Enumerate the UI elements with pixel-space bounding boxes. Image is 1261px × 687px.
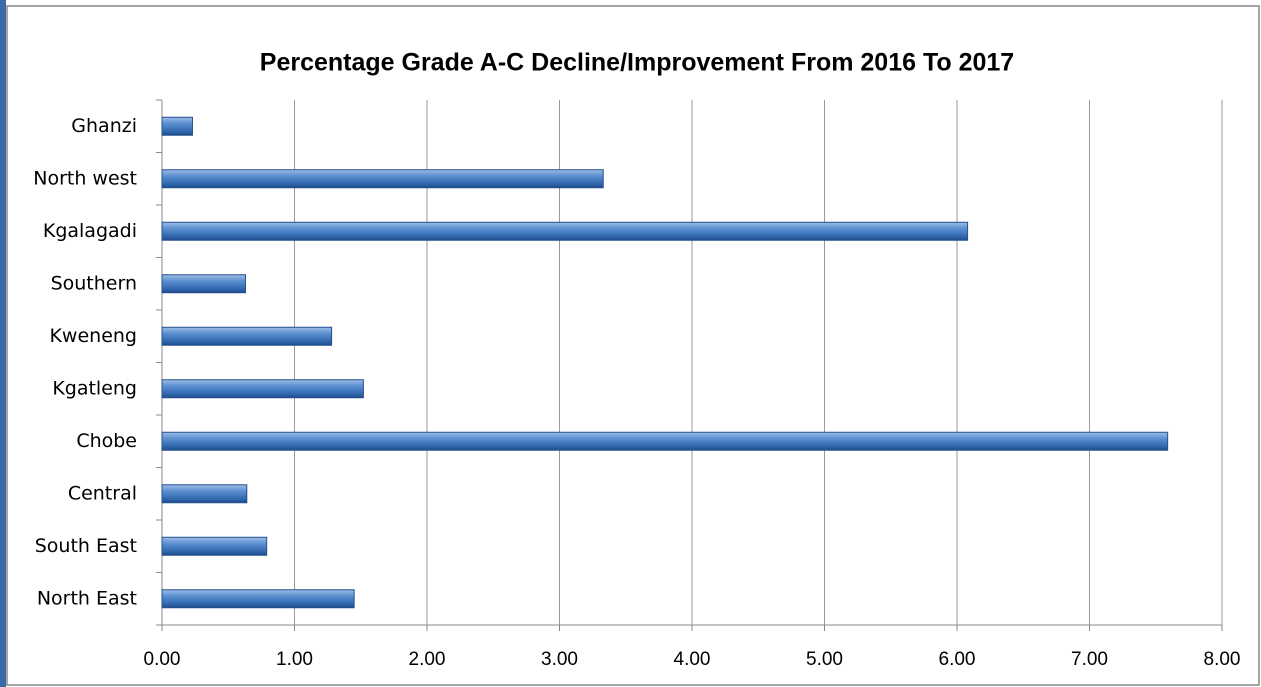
y-tick-label: South East: [35, 535, 137, 557]
x-tick-label: 3.00: [541, 649, 578, 670]
y-tick-label: Ghanzi: [71, 115, 137, 137]
bar: [161, 169, 604, 189]
x-tick-label: 4.00: [674, 649, 711, 670]
x-tick-label: 1.00: [276, 649, 313, 670]
chart-title: Percentage Grade A-C Decline/Improvement…: [260, 49, 1014, 77]
bar: [161, 536, 268, 556]
bar: [161, 431, 1169, 451]
y-tick-label: Southern: [51, 272, 137, 294]
y-tick-label: Central: [68, 482, 137, 504]
y-tick-label: North East: [37, 587, 137, 609]
y-tick-label: Kgalagadi: [43, 220, 137, 242]
bar: [161, 116, 193, 136]
y-tick-label: Kgatleng: [52, 377, 137, 399]
x-tick-label: 0.00: [144, 649, 181, 670]
bar: [161, 379, 364, 399]
bar: [161, 274, 246, 294]
bar: [161, 484, 248, 504]
x-tick-label: 8.00: [1204, 649, 1241, 670]
bar: [161, 221, 969, 241]
y-tick-label: North west: [33, 167, 137, 189]
x-tick-label: 2.00: [409, 649, 446, 670]
x-tick-label: 5.00: [806, 649, 843, 670]
left-strip: [0, 0, 6, 687]
y-tick-label: Chobe: [76, 430, 137, 452]
x-tick-label: 6.00: [939, 649, 976, 670]
y-tick-label: Kweneng: [49, 325, 137, 347]
x-tick-label: 7.00: [1071, 649, 1108, 670]
bar: [161, 589, 355, 609]
bar: [161, 326, 333, 346]
